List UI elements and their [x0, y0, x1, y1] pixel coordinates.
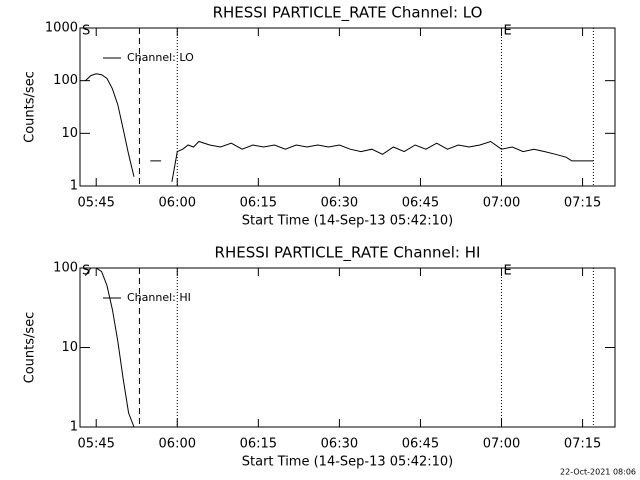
legend-label: Channel: HI	[127, 291, 191, 304]
annotation: E	[504, 24, 512, 39]
y-tick-label: 100	[53, 73, 78, 88]
timestamp: 22-Oct-2021 08:06	[560, 468, 636, 477]
x-tick-label: 07:15	[564, 437, 601, 452]
x-tick-label: 05:45	[77, 437, 114, 452]
x-axis-label: Start Time (14-Sep-13 05:42:10)	[242, 455, 453, 470]
plot-frame	[79, 27, 616, 187]
y-tick-label: 10	[61, 340, 78, 355]
x-tick-label: 06:45	[402, 437, 439, 452]
legend-label: Channel: LO	[127, 51, 194, 64]
y-tick-label: 1	[70, 179, 78, 194]
data-line	[85, 73, 594, 182]
x-tick-label: 07:00	[483, 437, 520, 452]
x-tick-label: 06:45	[402, 196, 439, 211]
annotation: S	[82, 24, 90, 39]
y-axis-label: Counts/sec	[23, 312, 38, 384]
y-tick-label: 10	[61, 126, 78, 141]
x-tick-label: 06:30	[321, 196, 358, 211]
chart-title: RHESSI PARTICLE_RATE Channel: HI	[215, 244, 481, 263]
y-tick-label: 100	[53, 261, 78, 276]
annotation: E	[504, 264, 512, 279]
y-axis-label: Counts/sec	[23, 71, 38, 143]
x-tick-label: 06:15	[240, 437, 277, 452]
chart-title: RHESSI PARTICLE_RATE Channel: LO	[213, 4, 483, 23]
x-tick-label: 06:30	[321, 437, 358, 452]
y-tick-label: 1	[70, 420, 78, 435]
x-tick-label: 05:45	[77, 196, 114, 211]
x-axis-label: Start Time (14-Sep-13 05:42:10)	[242, 214, 453, 229]
x-tick-label: 06:00	[159, 437, 196, 452]
x-tick-label: 06:15	[240, 196, 277, 211]
annotation: S	[82, 264, 90, 279]
y-tick-label: 1000	[45, 21, 78, 36]
x-tick-label: 06:00	[159, 196, 196, 211]
x-tick-label: 07:15	[564, 196, 601, 211]
x-tick-label: 07:00	[483, 196, 520, 211]
